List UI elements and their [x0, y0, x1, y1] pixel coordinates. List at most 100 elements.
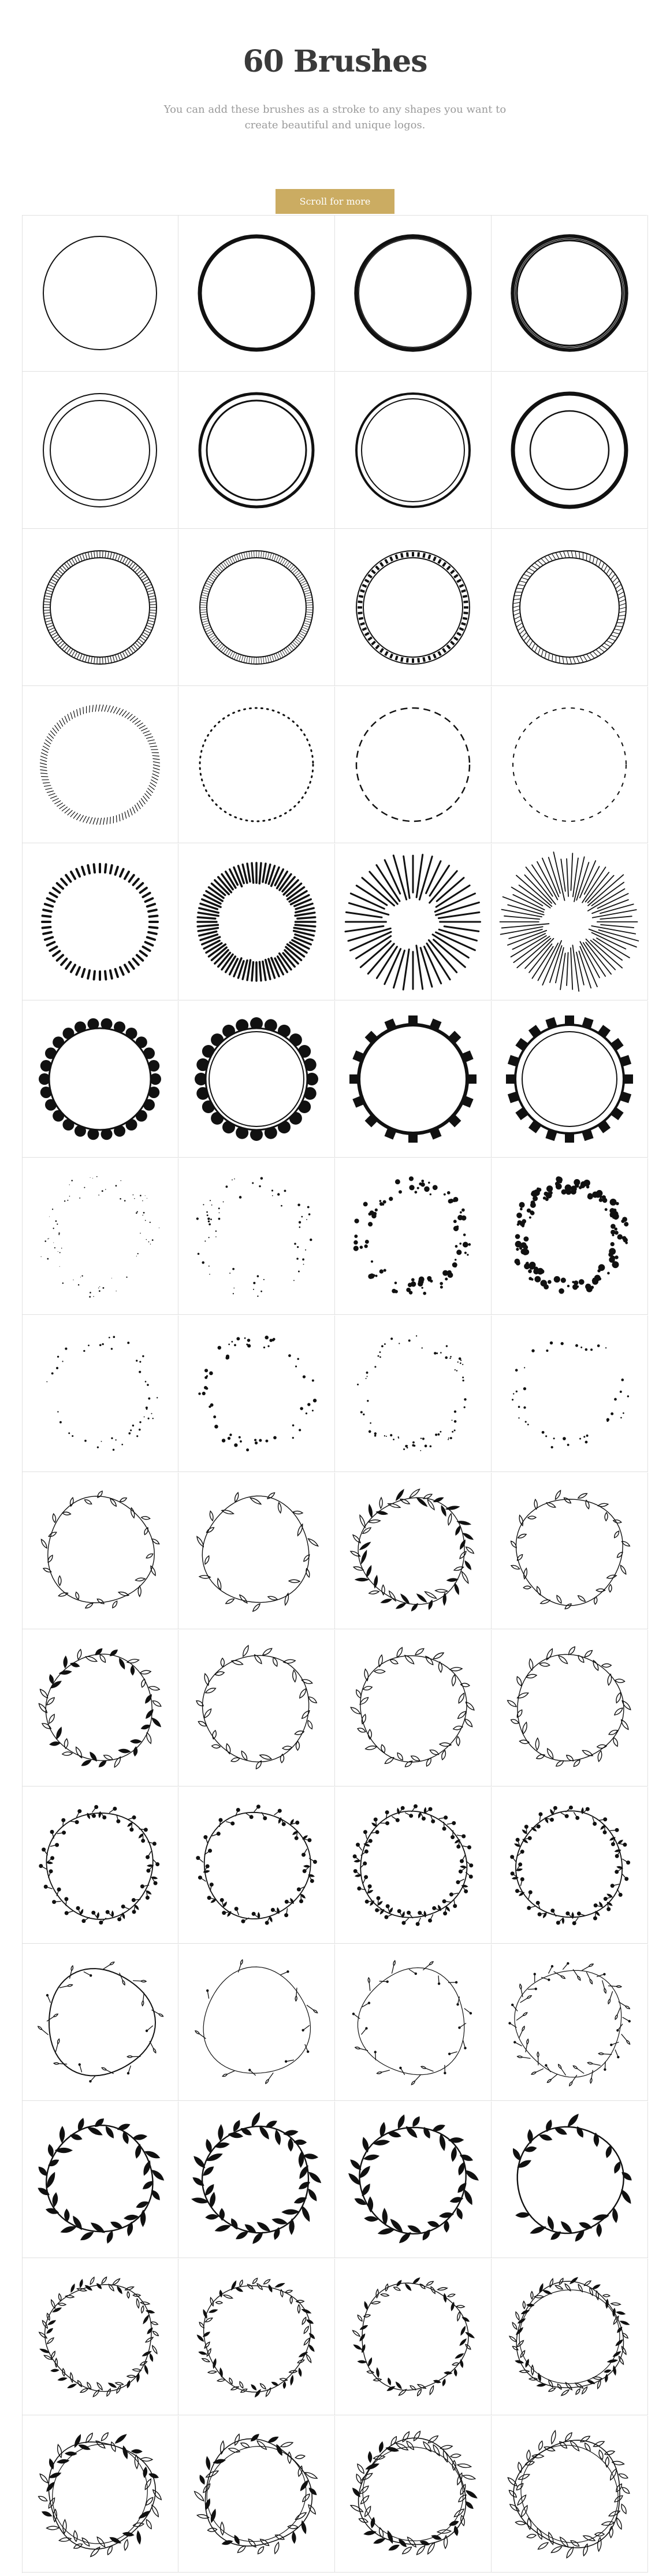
- brush-cell-bold-leaf-wreath-4: [492, 2101, 648, 2258]
- brush-cell-patterned-ring-1: [22, 529, 178, 686]
- brush-cell-bold-leaf-wreath-3: [335, 2101, 492, 2258]
- brush-preview-ornate-wreath: [38, 2432, 162, 2558]
- brush-cell-berry-wreath-4: [492, 1787, 648, 1944]
- brush-cell-radial-lines-1: [22, 844, 178, 1000]
- brush-preview-vine-wreath: [510, 1489, 631, 1610]
- brush-preview-bold-leaf-wreath: [191, 2111, 322, 2244]
- brush-cell-double-ring-2: [178, 372, 335, 529]
- brush-preview-patterned-ring: [43, 550, 157, 665]
- brush-cell-dense-floral-wreath-2: [178, 2259, 335, 2415]
- brush-preview-berry-wreath: [39, 1804, 160, 1925]
- brush-preview-patterned-ring: [356, 550, 470, 665]
- brush-preview-bold-leaf-wreath: [512, 2114, 632, 2242]
- brush-cell-leaf-wreath-1: [22, 1630, 178, 1786]
- brush-preview-sparse-dots: [198, 1335, 317, 1452]
- brush-cell-double-ring-4: [492, 372, 648, 529]
- brush-cell-dense-floral-wreath-4: [492, 2259, 648, 2415]
- brush-cell-dotted-ring-1: [22, 687, 178, 843]
- brush-preview-ornate-wreath: [349, 2430, 478, 2556]
- brush-cell-sparse-floral-wreath-3: [335, 1944, 492, 2101]
- brush-preview-scalloped-ring: [39, 1018, 161, 1140]
- brush-preview-bold-leaf-wreath: [348, 2114, 479, 2244]
- brush-cell-scalloped-ring-2: [178, 1001, 335, 1158]
- brush-cell-sparse-floral-wreath-2: [178, 1944, 335, 2101]
- brush-cell-solid-ring-3: [335, 215, 492, 372]
- brush-cell-scatter-dots-3: [335, 1158, 492, 1315]
- brush-preview-scalloped-ring: [195, 1017, 318, 1141]
- brush-preview-dense-floral-wreath: [508, 2277, 630, 2396]
- brush-preview-vine-wreath: [349, 1488, 475, 1612]
- brush-cell-scatter-dots-2: [178, 1158, 335, 1315]
- brush-cell-scalloped-ring-1: [22, 1001, 178, 1158]
- page-subtitle: You can add these brushes as a stroke to…: [163, 103, 507, 131]
- brush-cell-patterned-ring-3: [335, 529, 492, 686]
- brush-cell-double-ring-1: [22, 372, 178, 529]
- brush-cell-leaf-wreath-3: [335, 1630, 492, 1786]
- brush-cell-sparse-floral-wreath-4: [492, 1944, 648, 2101]
- brush-preview-scatter-dots: [353, 1176, 471, 1295]
- brush-cell-sparse-dots-2: [178, 1315, 335, 1472]
- brush-preview-solid-ring: [511, 234, 628, 352]
- brush-cell-double-ring-3: [335, 372, 492, 529]
- brush-preview-berry-wreath: [352, 1804, 474, 1926]
- brush-preview-ornate-wreath: [507, 2429, 630, 2559]
- brush-grid: [22, 215, 648, 2573]
- brush-cell-ornate-wreath-2: [178, 2416, 335, 2573]
- brush-cell-dotted-ring-4: [492, 687, 648, 843]
- brush-preview-sparse-floral-wreath: [37, 1962, 164, 2083]
- brush-preview-double-ring: [511, 391, 628, 509]
- brush-cell-dotted-ring-2: [178, 687, 335, 843]
- brush-preview-dotted-ring: [355, 707, 471, 822]
- brush-cell-patterned-ring-4: [492, 529, 648, 686]
- brush-cell-radial-lines-4: [492, 844, 648, 1000]
- brush-cell-vine-wreath-4: [492, 1473, 648, 1629]
- brush-preview-double-ring: [43, 393, 157, 507]
- brush-cell-scatter-dots-4: [492, 1158, 648, 1315]
- brush-cell-leaf-wreath-4: [492, 1630, 648, 1786]
- brush-preview-dotted-ring: [199, 707, 314, 822]
- brush-preview-radial-lines: [196, 862, 317, 982]
- brush-preview-leaf-wreath: [38, 1648, 162, 1768]
- brush-preview-radial-lines: [41, 863, 159, 981]
- brush-cell-radial-lines-3: [335, 844, 492, 1000]
- scroll-for-more-button[interactable]: Scroll for more: [276, 189, 394, 214]
- brush-preview-ornate-wreath: [193, 2433, 318, 2555]
- brush-preview-leaf-wreath: [507, 1646, 631, 1767]
- brush-preview-sparse-floral-wreath: [508, 1962, 631, 2086]
- brush-cell-solid-ring-1: [22, 215, 178, 372]
- brush-preview-vine-wreath: [40, 1490, 160, 1609]
- brush-cell-sparse-dots-4: [492, 1315, 648, 1472]
- brush-cell-vine-wreath-2: [178, 1473, 335, 1629]
- brush-preview-radial-lines: [344, 854, 482, 991]
- brush-preview-dense-floral-wreath: [38, 2276, 159, 2397]
- brush-preview-patterned-ring: [199, 550, 314, 665]
- brush-preview-bold-leaf-wreath: [38, 2118, 165, 2244]
- brush-preview-scalloped-ring: [506, 1015, 633, 1143]
- brush-preview-patterned-ring: [512, 550, 627, 665]
- brush-preview-sparse-dots: [46, 1336, 158, 1451]
- brush-cell-vine-wreath-3: [335, 1473, 492, 1629]
- brush-cell-ornate-wreath-4: [492, 2416, 648, 2573]
- brush-cell-solid-ring-4: [492, 215, 648, 372]
- page-title: 60 Brushes: [243, 44, 427, 79]
- brush-cell-scatter-dots-1: [22, 1158, 178, 1315]
- brush-cell-dense-floral-wreath-1: [22, 2259, 178, 2415]
- brush-cell-bold-leaf-wreath-1: [22, 2101, 178, 2258]
- brush-preview-solid-ring: [43, 236, 157, 350]
- brush-cell-ornate-wreath-3: [335, 2416, 492, 2573]
- brush-preview-dense-floral-wreath: [352, 2277, 475, 2397]
- brush-cell-patterned-ring-2: [178, 529, 335, 686]
- brush-cell-radial-lines-2: [178, 844, 335, 1000]
- brush-preview-dotted-ring: [39, 704, 161, 825]
- brush-preview-sparse-floral-wreath: [352, 1960, 472, 2085]
- brush-preview-double-ring: [355, 392, 471, 508]
- brush-preview-sparse-floral-wreath: [195, 1959, 318, 2084]
- brush-cell-scalloped-ring-4: [492, 1001, 648, 1158]
- brush-preview-sparse-dots: [357, 1335, 467, 1451]
- brush-cell-dense-floral-wreath-3: [335, 2259, 492, 2415]
- brush-cell-sparse-floral-wreath-1: [22, 1944, 178, 2101]
- brush-preview-double-ring: [198, 392, 315, 509]
- brush-cell-sparse-dots-3: [335, 1315, 492, 1472]
- brush-cell-scalloped-ring-3: [335, 1001, 492, 1158]
- brush-cell-vine-wreath-1: [22, 1473, 178, 1629]
